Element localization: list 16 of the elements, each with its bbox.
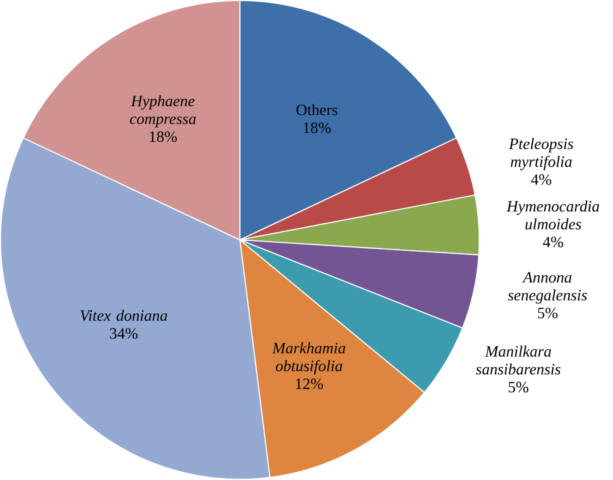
slice-label: Others bbox=[296, 104, 338, 116]
slice-label: Hymenocardia ulmoides bbox=[506, 200, 600, 230]
slice-label: Vitex doniana bbox=[80, 310, 168, 322]
slice-label: Hyphaene compressa bbox=[130, 95, 196, 128]
data-label: 4% bbox=[531, 174, 552, 186]
data-label: 4% bbox=[542, 236, 564, 248]
data-label: 18% bbox=[150, 131, 177, 142]
data-label: 5% bbox=[538, 308, 558, 318]
slice-label: Markhamia obtusifolia bbox=[272, 342, 346, 375]
data-label: 18% bbox=[304, 122, 331, 134]
data-label: 12% bbox=[296, 378, 323, 390]
slice-label: Manilkara sansibarensis bbox=[476, 346, 560, 375]
data-label: 5% bbox=[508, 382, 528, 393]
data-label: 34% bbox=[110, 328, 138, 339]
slice-label: Pteleopsis myrtifolia bbox=[508, 138, 574, 170]
slice-label: Annona senegalensis bbox=[508, 272, 587, 304]
